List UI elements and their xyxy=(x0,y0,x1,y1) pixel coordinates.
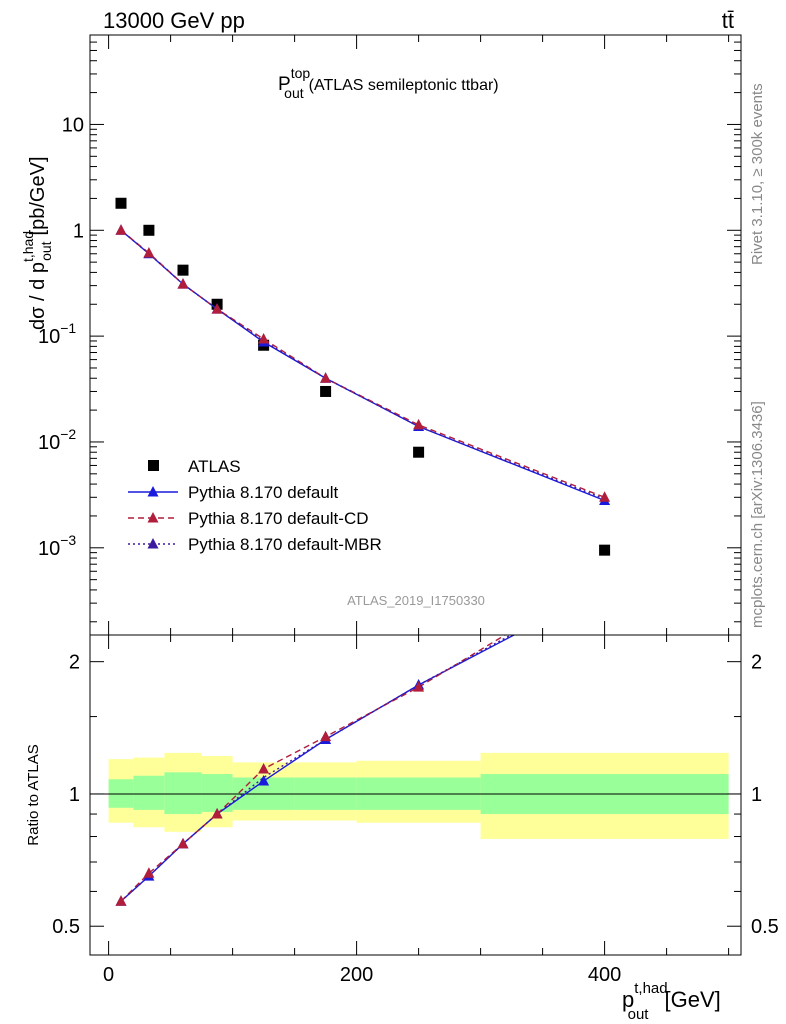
process-label: tt̄ xyxy=(722,8,734,33)
xlabel-sub: out xyxy=(628,1006,650,1023)
watermark-label: ATLAS_2019_I1750330 xyxy=(347,593,485,608)
main-y-tick-base: 10 xyxy=(38,326,60,348)
main-y-tick-exponent: −3 xyxy=(60,532,76,548)
main-panel: Ptop out (ATLAS semileptonic ttbar) 10110−… xyxy=(20,34,742,636)
main-y-tick-label: 10−1 xyxy=(38,320,76,348)
mc-series-line xyxy=(120,229,605,500)
ratio-y-tick-label-right: 2 xyxy=(751,652,762,674)
main-y-tick-label: 10 xyxy=(62,114,84,136)
x-tick-label: 200 xyxy=(340,964,373,986)
main-y-tick-base: 10 xyxy=(38,538,60,560)
ratio-y-tick-label: 2 xyxy=(69,652,80,674)
legend-marker-atlas xyxy=(148,460,159,471)
ratio-y-tick-label-right: 0.5 xyxy=(751,916,779,938)
atlas-data-point xyxy=(413,446,425,458)
ratio-x-ticks: 0 200 400 xyxy=(103,635,730,986)
ratio-series-line xyxy=(120,635,513,902)
mc-marker xyxy=(599,491,611,502)
legend-marker xyxy=(147,512,159,523)
title-main: P xyxy=(278,74,291,95)
ratio-stat-uncertainty-band xyxy=(133,775,165,810)
title-rest: (ATLAS semileptonic ttbar) xyxy=(309,77,499,94)
mc-marker xyxy=(143,247,155,258)
ratio-marker xyxy=(143,867,155,878)
mc-marker xyxy=(258,332,270,344)
ratio-marker xyxy=(413,681,425,692)
main-y-tick-exponent: −2 xyxy=(60,426,76,442)
atlas-data-point xyxy=(177,264,189,276)
x-axis-label: pt,had out [GeV] xyxy=(622,980,721,1023)
legend: ATLAS Pythia 8.170 default Pythia 8.170 de… xyxy=(128,457,382,554)
ratio-panel: 2 2 1 1 0.5 0.5 0 200 400 Ratio to ATLAS pt,had… xyxy=(25,634,779,1023)
ratio-y-tick-label: 0.5 xyxy=(52,916,80,938)
title-sub: out xyxy=(284,85,304,101)
mc-marker xyxy=(115,224,127,235)
main-plot-title: Ptop out (ATLAS semileptonic ttbar) xyxy=(278,65,499,101)
title-sup: top xyxy=(291,65,311,81)
main-y-tick-label: 1 xyxy=(73,220,84,242)
main-series-group xyxy=(115,197,611,556)
mc-marker xyxy=(177,278,189,289)
x-tick-label: 400 xyxy=(588,964,621,986)
rivet-version-label: Rivet 3.1.10, ≥ 300k events xyxy=(749,83,766,265)
atlas-data-point xyxy=(320,385,332,397)
collision-label: 13000 GeV pp xyxy=(103,8,245,33)
mcplots-label: mcplots.cern.ch [arXiv:1306.3436] xyxy=(749,401,766,628)
main-y-tick-base: 10 xyxy=(38,432,60,454)
mc-series-line xyxy=(120,229,605,498)
mc-marker xyxy=(413,418,425,430)
xlabel-main: p xyxy=(622,987,634,1012)
ratio-marker xyxy=(320,730,332,742)
ratio-panel-frame xyxy=(89,634,742,956)
ratio-marker xyxy=(258,775,270,786)
ylabel-sub: out xyxy=(38,241,54,261)
xlabel-sup: t,had xyxy=(634,980,667,997)
ratio-marker xyxy=(177,837,189,849)
x-tick-label: 0 xyxy=(103,964,114,986)
mc-marker xyxy=(211,303,223,314)
main-y-tick-label: 10−3 xyxy=(38,532,76,560)
ylabel-main: dσ / d p xyxy=(27,262,49,330)
ratio-marker xyxy=(115,895,127,906)
legend-entry-label: Pythia 8.170 default-MBR xyxy=(188,535,382,554)
atlas-data-point xyxy=(599,544,611,556)
ylabel-sup: t,had xyxy=(20,231,36,262)
ratio-stat-uncertainty-band xyxy=(201,774,233,812)
legend-entry-label: ATLAS xyxy=(188,457,241,476)
ratio-y-tick-label: 1 xyxy=(69,784,80,806)
ratio-y-tick-label-right: 1 xyxy=(751,784,762,806)
legend-entry-label: Pythia 8.170 default-CD xyxy=(188,509,369,528)
mc-marker xyxy=(320,372,332,383)
ratio-y-ticks: 2 2 1 1 0.5 0.5 xyxy=(52,652,779,939)
ratio-stat-uncertainty-band xyxy=(164,772,202,815)
ratio-y-axis-label: Ratio to ATLAS xyxy=(25,744,42,845)
main-x-ticks xyxy=(108,35,730,635)
atlas-data-point xyxy=(143,224,155,236)
ratio-series-line xyxy=(120,635,507,902)
ratio-marker xyxy=(258,762,270,774)
main-y-tick-label: 10−2 xyxy=(38,426,76,454)
legend-entry-label: Pythia 8.170 default xyxy=(188,483,339,502)
legend-marker xyxy=(147,486,159,497)
ratio-series-group xyxy=(115,635,516,906)
xlabel-unit: [GeV] xyxy=(664,987,720,1012)
ratio-marker xyxy=(211,808,223,819)
ylabel-unit: [pb/GeV] xyxy=(27,157,49,236)
main-y-tick-exponent: −1 xyxy=(60,320,76,336)
atlas-data-point xyxy=(115,197,127,209)
ratio-uncertainty-bands xyxy=(108,752,729,839)
main-y-axis-label: dσ / d pt,had out [pb/GeV] xyxy=(20,157,54,331)
legend-marker xyxy=(147,538,159,549)
